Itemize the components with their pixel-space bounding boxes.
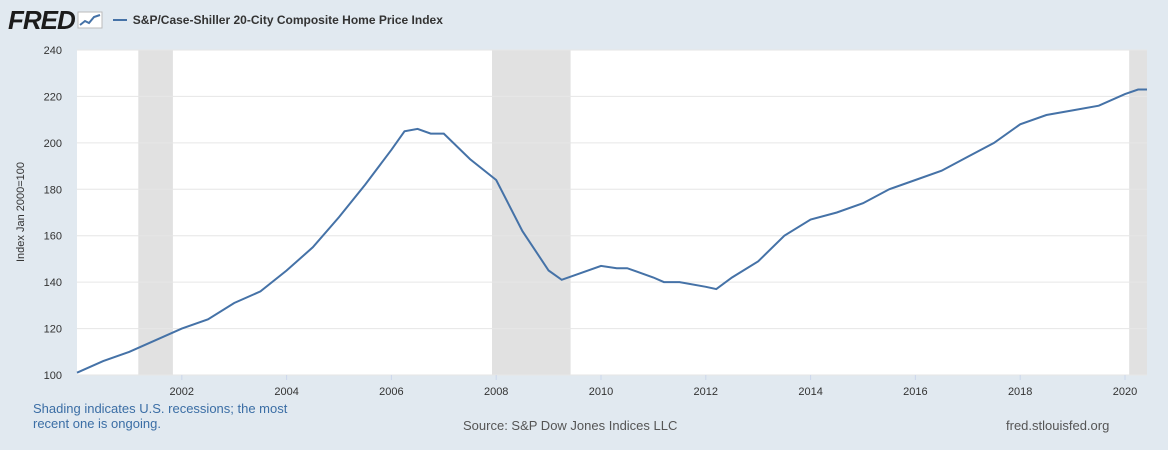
- x-tick-label: 2018: [1008, 386, 1032, 398]
- recession-band-0: [138, 50, 173, 375]
- y-tick-label: 160: [44, 231, 62, 243]
- recession-note: Shading indicates U.S. recessions; the m…: [33, 401, 333, 431]
- x-tick-label: 2006: [379, 386, 403, 398]
- fred-graph-icon: [77, 11, 103, 29]
- y-tick-label: 240: [44, 45, 62, 57]
- series-line: [76, 88, 1147, 374]
- y-axis-label: Index Jan 2000=100: [15, 162, 27, 262]
- chart-header: FRED S&P/Case-Shiller 20-City Composite …: [8, 4, 443, 35]
- x-tick-label: 2010: [589, 386, 613, 398]
- y-tick-label: 140: [44, 277, 62, 289]
- x-tick-label: 2002: [170, 386, 194, 398]
- y-tick-label: 100: [44, 370, 62, 382]
- y-tick-label: 180: [44, 184, 62, 196]
- y-tick-label: 120: [44, 324, 62, 336]
- x-tick-label: 2020: [1113, 386, 1137, 398]
- x-tick-label: 2016: [903, 386, 927, 398]
- plot-area: [77, 50, 1147, 375]
- x-tick-label: 2014: [798, 386, 822, 398]
- x-tick-label: 2008: [484, 386, 508, 398]
- x-tick-label: 2012: [694, 386, 718, 398]
- recession-band-1: [492, 50, 571, 375]
- recession-note-line2: recent one is ongoing.: [33, 416, 161, 431]
- legend-line-swatch: [112, 19, 127, 21]
- legend-series-label: S&P/Case-Shiller 20-City Composite Home …: [132, 13, 443, 27]
- fred-logo[interactable]: FRED: [8, 4, 76, 35]
- chart-legend: S&P/Case-Shiller 20-City Composite Home …: [112, 13, 443, 27]
- chart-svg: 100 120 140 160 180 200 220 240 2002 2004 2006 200…: [15, 45, 1147, 398]
- y-tick-label: 200: [44, 138, 62, 150]
- recession-band-2: [1129, 50, 1147, 375]
- source-text: Source: S&P Dow Jones Indices LLC: [463, 418, 678, 433]
- y-tick-label: 220: [44, 91, 62, 103]
- site-url[interactable]: fred.stlouisfed.org: [1006, 418, 1110, 433]
- recession-note-line1: Shading indicates U.S. recessions; the m…: [33, 401, 288, 416]
- x-tick-label: 2004: [274, 386, 298, 398]
